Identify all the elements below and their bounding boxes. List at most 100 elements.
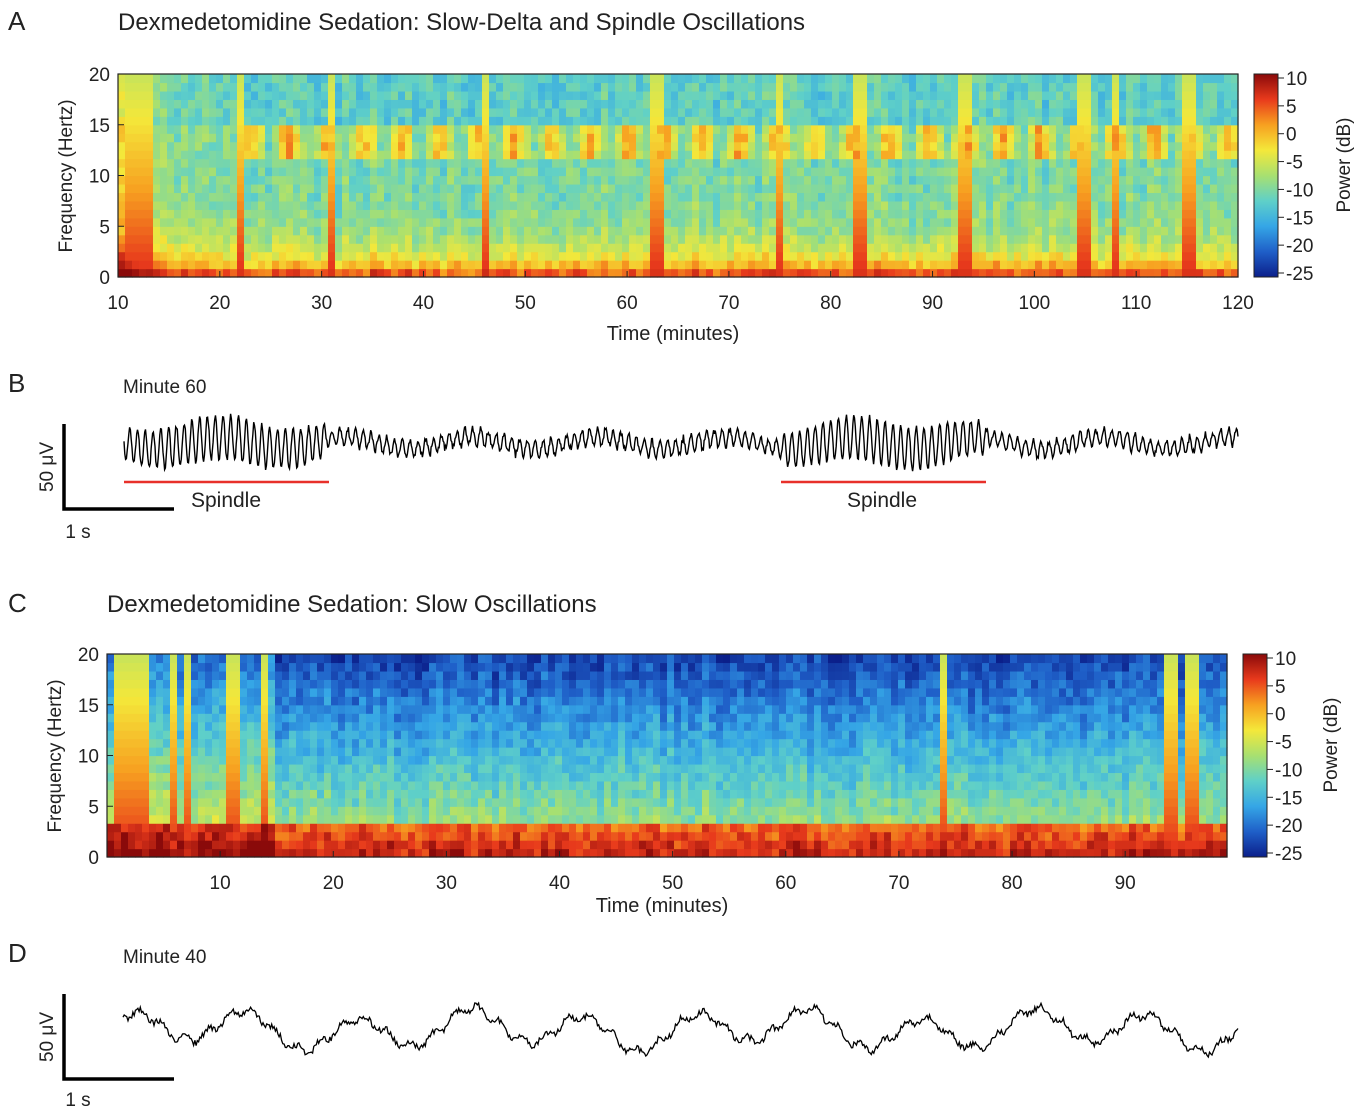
spectrogram-cell [338,831,346,841]
spectrogram-cell [1154,268,1162,278]
spectrogram-cell [1175,167,1183,177]
spectrogram-cell [720,133,728,143]
spectrogram-cell [734,133,742,143]
spectrogram-cell [825,124,833,134]
spectrogram-cell [503,226,511,236]
spectrogram-cell [1161,74,1169,84]
spectrogram-cell [713,141,721,151]
spectrogram-cell [198,679,206,689]
spectrogram-cell [867,268,875,278]
spectrogram-cell [286,183,294,194]
spectrogram-cell [191,789,199,799]
spectrogram-cell [1084,260,1092,270]
spectrogram-cell [993,107,1001,117]
spectrogram-cell [289,789,297,799]
spectrogram-cell [587,251,595,261]
spectrogram-cell [412,158,420,168]
spectrogram-cell [636,99,644,109]
spectrogram-cell [121,687,129,697]
spectrogram-cell [188,251,196,261]
spectrogram-cell [373,654,381,664]
spectrogram-cell [408,713,416,723]
spectrogram-cell [230,116,238,126]
spectrogram-cell [363,124,371,134]
spectrogram-cell [510,116,518,126]
spectrogram-cell [149,772,157,782]
spectrogram-cell [1000,150,1008,160]
spectrogram-cell [608,209,616,219]
spectrogram-cell [156,721,164,731]
spectrogram-cell [594,116,602,126]
spectrogram-cell [692,175,700,185]
spectrogram-cell [482,99,490,109]
spectrogram-cell [839,260,847,270]
spectrogram-cell [251,124,259,134]
spindle-label-2: Spindle [847,489,917,512]
spectrogram-cell [1161,175,1169,185]
spectrogram-cell [230,183,238,194]
spectrogram-cell [408,687,416,697]
spectrogram-cell [860,226,868,236]
spectrogram-cell [566,217,574,227]
spectrogram-cell [349,99,357,109]
spectrogram-cell [629,133,637,143]
panel-b-label: Minute 60 [123,377,206,398]
spectrogram-cell [937,158,945,168]
spectrogram-cell [181,209,189,219]
spectrogram-cell [1021,82,1029,92]
spectrogram-cell [1182,150,1190,160]
spectrogram-cell [433,124,441,134]
spectrogram-cell [720,141,728,151]
spectrogram-cell [930,167,938,177]
spectrogram-cell [1063,243,1071,253]
spectrogram-cell [352,747,360,757]
spectrogram-cell [191,747,199,757]
spectrogram-cell [118,150,126,160]
spectrogram-cell [440,141,448,151]
spectrogram-cell [839,74,847,84]
spectrogram-cell [314,99,322,109]
spectrogram-cell [268,823,276,833]
spectrogram-cell [142,806,150,816]
spectrogram-cell [517,116,525,126]
spectrogram-cell [212,704,220,714]
spectrogram-cell [219,823,227,833]
spectrogram-cell [258,133,266,143]
spectrogram-cell [958,268,966,278]
spectrogram-cell [268,713,276,723]
spectrogram-cell [359,687,367,697]
spectrogram-cell [377,217,385,227]
spectrogram-cell [909,234,917,244]
spectrogram-cell [181,260,189,270]
spectrogram-cell [727,183,735,194]
spectrogram-cell [643,175,651,185]
spectrogram-cell [202,268,210,278]
spectrogram-cell [1070,226,1078,236]
spectrogram-cell [1175,90,1183,100]
spectrogram-cell [174,167,182,177]
spectrogram-cell [762,107,770,117]
spectrogram-cell [237,243,245,253]
spectrogram-cell [198,772,206,782]
spectrogram-cell [1210,116,1218,126]
spectrogram-cell [1133,74,1141,84]
spectrogram-cell [146,175,154,185]
spectrogram-cell [937,234,945,244]
spectrogram-cell [219,679,227,689]
spectrogram-cell [352,797,360,807]
spectrogram-cell [317,662,325,672]
spectrogram-cell [720,251,728,261]
spectrogram-cell [314,124,322,134]
spectrogram-cell [447,107,455,117]
spectrogram-cell [496,268,504,278]
spectrogram-cell [454,260,462,270]
spectrogram-cell [279,99,287,109]
spectrogram-cell [321,158,329,168]
spectrogram-cell [958,234,966,244]
spectrogram-cell [279,90,287,100]
spectrogram-cell [650,90,658,100]
spectrogram-cell [636,209,644,219]
spectrogram-cell [825,90,833,100]
spectrogram-cell [233,772,241,782]
